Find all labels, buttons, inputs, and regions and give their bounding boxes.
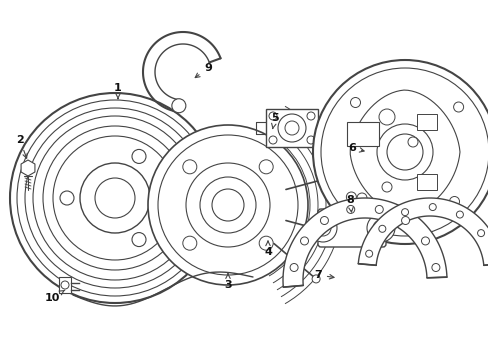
- Circle shape: [171, 99, 185, 113]
- Circle shape: [183, 160, 196, 174]
- Circle shape: [200, 177, 256, 233]
- Polygon shape: [349, 90, 459, 214]
- Circle shape: [17, 100, 213, 296]
- Polygon shape: [283, 198, 446, 287]
- Circle shape: [376, 124, 432, 180]
- Circle shape: [314, 220, 330, 236]
- Polygon shape: [265, 109, 317, 147]
- Circle shape: [334, 171, 343, 179]
- Circle shape: [306, 112, 314, 120]
- Circle shape: [10, 93, 220, 303]
- Circle shape: [401, 209, 407, 216]
- Text: 6: 6: [347, 143, 364, 153]
- Circle shape: [312, 60, 488, 244]
- Circle shape: [421, 237, 428, 245]
- Circle shape: [366, 214, 394, 242]
- Circle shape: [350, 98, 360, 108]
- Circle shape: [259, 160, 273, 174]
- Circle shape: [25, 108, 204, 288]
- Circle shape: [320, 216, 328, 225]
- Polygon shape: [21, 160, 35, 176]
- Text: 10: 10: [44, 290, 65, 303]
- Circle shape: [374, 206, 383, 213]
- Text: 7: 7: [313, 270, 333, 280]
- Circle shape: [268, 136, 276, 144]
- Polygon shape: [346, 122, 378, 146]
- Circle shape: [80, 163, 150, 233]
- Circle shape: [346, 206, 354, 213]
- Circle shape: [285, 121, 298, 135]
- Circle shape: [132, 149, 146, 163]
- Circle shape: [95, 178, 135, 218]
- Circle shape: [334, 231, 343, 239]
- Circle shape: [268, 112, 276, 120]
- Polygon shape: [59, 277, 71, 293]
- Circle shape: [386, 134, 422, 170]
- Circle shape: [356, 193, 366, 203]
- Text: 2: 2: [16, 135, 27, 158]
- Circle shape: [158, 135, 297, 275]
- Text: 1: 1: [114, 83, 122, 99]
- Circle shape: [132, 233, 146, 247]
- Text: 9: 9: [195, 63, 211, 78]
- Polygon shape: [358, 198, 488, 265]
- Circle shape: [320, 68, 488, 236]
- Circle shape: [378, 225, 385, 232]
- Text: 3: 3: [224, 274, 231, 290]
- Polygon shape: [416, 114, 436, 130]
- Circle shape: [278, 114, 305, 142]
- Circle shape: [212, 189, 244, 221]
- Circle shape: [43, 126, 186, 270]
- Circle shape: [407, 137, 417, 147]
- Circle shape: [183, 236, 196, 250]
- Polygon shape: [416, 174, 436, 190]
- Circle shape: [60, 191, 74, 205]
- Circle shape: [346, 192, 356, 202]
- Circle shape: [448, 197, 459, 207]
- Circle shape: [53, 136, 177, 260]
- FancyBboxPatch shape: [317, 209, 385, 247]
- Circle shape: [308, 214, 336, 242]
- Text: 8: 8: [346, 195, 353, 212]
- Circle shape: [453, 102, 463, 112]
- Circle shape: [289, 264, 298, 271]
- Circle shape: [372, 220, 388, 236]
- Circle shape: [306, 136, 314, 144]
- Circle shape: [455, 211, 463, 218]
- Circle shape: [148, 125, 307, 285]
- Circle shape: [381, 182, 391, 192]
- Circle shape: [477, 230, 484, 237]
- Circle shape: [401, 216, 409, 225]
- Circle shape: [33, 116, 197, 280]
- Text: 5: 5: [271, 113, 278, 129]
- Circle shape: [300, 237, 308, 245]
- Circle shape: [311, 275, 320, 283]
- Circle shape: [428, 203, 435, 211]
- Text: 4: 4: [264, 241, 271, 257]
- Circle shape: [378, 109, 394, 125]
- Circle shape: [61, 281, 69, 289]
- Circle shape: [431, 264, 439, 271]
- Circle shape: [185, 163, 269, 247]
- Circle shape: [259, 236, 273, 250]
- Circle shape: [365, 250, 372, 257]
